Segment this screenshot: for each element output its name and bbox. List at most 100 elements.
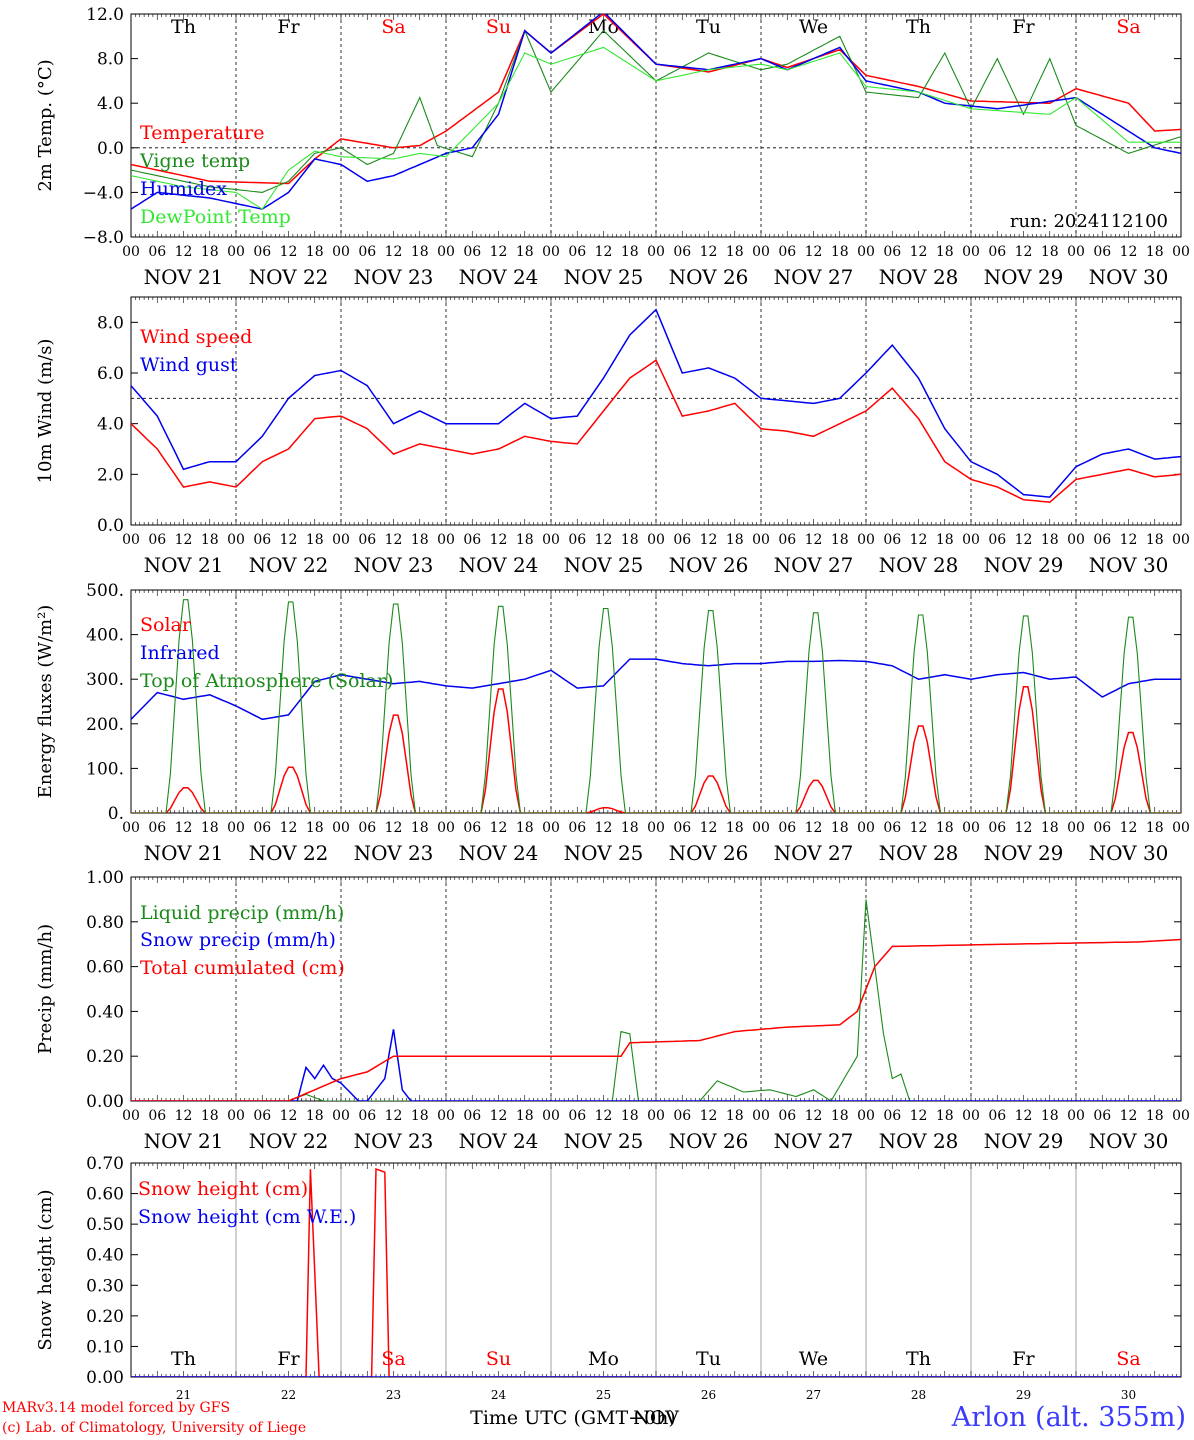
y-tick-label: 0.10 xyxy=(86,1337,124,1357)
y-tick-label: 0.70 xyxy=(86,1154,124,1174)
y-axis-title: Precip (mm/h) xyxy=(35,924,56,1054)
hour-tick-label: 18 xyxy=(201,820,219,836)
hour-tick-label: 12 xyxy=(175,532,193,548)
series-line-wind-speed xyxy=(131,359,1181,503)
hour-tick-label: 12 xyxy=(175,1108,193,1124)
hour-tick-label: 00 xyxy=(1067,1108,1085,1124)
legend-entry: Temperature xyxy=(140,122,264,144)
hour-tick-label: 18 xyxy=(306,244,324,260)
hour-tick-label: 06 xyxy=(148,1108,166,1124)
hour-tick-label: 18 xyxy=(1146,1108,1164,1124)
date-label: NOV 26 xyxy=(669,1129,749,1153)
hour-tick-label: 18 xyxy=(936,820,954,836)
y-tick-label: 0.60 xyxy=(86,1185,124,1205)
date-label: NOV 28 xyxy=(879,841,959,865)
hour-tick-label: 00 xyxy=(332,532,350,548)
hour-tick-label: 06 xyxy=(358,820,376,836)
hour-tick-label: 18 xyxy=(726,1108,744,1124)
hour-tick-label: 12 xyxy=(1015,244,1033,260)
day-number-label: 26 xyxy=(701,1388,716,1402)
hour-tick-label: 06 xyxy=(673,532,691,548)
hour-tick-label: 12 xyxy=(595,244,613,260)
hour-tick-label: 12 xyxy=(280,244,298,260)
legend-entry: Snow height (cm W.E.) xyxy=(138,1206,356,1228)
hour-tick-label: 00 xyxy=(227,1108,245,1124)
day-number-label: 27 xyxy=(806,1388,821,1402)
legend-entry: Vigne temp xyxy=(139,150,250,172)
hour-tick-label: 12 xyxy=(595,1108,613,1124)
legend-entry: Solar xyxy=(140,614,192,636)
hour-tick-label: 00 xyxy=(1172,244,1190,260)
hour-tick-label: 18 xyxy=(1041,820,1059,836)
hour-tick-label: 06 xyxy=(988,820,1006,836)
weekday-label: Tu xyxy=(696,1348,721,1370)
date-label: NOV 26 xyxy=(669,553,749,577)
hour-tick-label: 06 xyxy=(778,244,796,260)
hour-tick-label: 00 xyxy=(962,820,980,836)
hour-tick-label: 12 xyxy=(175,820,193,836)
hour-tick-label: 06 xyxy=(673,244,691,260)
hour-tick-label: 18 xyxy=(1146,244,1164,260)
date-label: NOV 29 xyxy=(984,265,1064,289)
date-label: NOV 24 xyxy=(459,841,539,865)
date-label: NOV 24 xyxy=(459,553,539,577)
hour-tick-label: 06 xyxy=(883,244,901,260)
station-name: Arlon (alt. 355m) xyxy=(951,1402,1186,1433)
legend-entry: Wind gust xyxy=(140,354,238,376)
weekday-label: Fr xyxy=(1012,16,1035,38)
hour-tick-label: 12 xyxy=(175,244,193,260)
hour-tick-label: 06 xyxy=(253,244,271,260)
legend-entry: Top of Atmosphere (Solar) xyxy=(140,670,393,692)
hour-tick-label: 12 xyxy=(595,820,613,836)
day-number-label: 22 xyxy=(281,1388,296,1402)
date-label: NOV 28 xyxy=(879,1129,959,1153)
y-tick-label: 0.40 xyxy=(86,1002,124,1022)
series-line-infrared xyxy=(131,658,1181,721)
panel-5: 0.70 0.60 0.50 0.40 0.30 0.20 0.10 0.00 Snow hei… xyxy=(35,1154,1182,1429)
y-tick-label: 300. xyxy=(86,670,124,690)
y-tick-label: 1.00 xyxy=(86,868,124,888)
date-label: NOV 24 xyxy=(459,265,539,289)
hour-tick-label: 18 xyxy=(1041,532,1059,548)
hour-tick-label: 12 xyxy=(1015,820,1033,836)
hour-tick-label: 00 xyxy=(227,820,245,836)
hour-tick-label: 18 xyxy=(1041,1108,1059,1124)
hour-tick-label: 12 xyxy=(1015,1108,1033,1124)
weekday-label: Sa xyxy=(1116,1348,1140,1370)
hour-tick-label: 06 xyxy=(883,820,901,836)
date-label: NOV 27 xyxy=(774,1129,854,1153)
date-label: NOV 25 xyxy=(564,553,644,577)
hour-tick-label: 00 xyxy=(857,820,875,836)
hour-tick-label: 00 xyxy=(647,820,665,836)
date-label: NOV 29 xyxy=(984,1129,1064,1153)
date-label: NOV 27 xyxy=(774,553,854,577)
y-tick-label: 2.0 xyxy=(97,465,124,485)
date-label: NOV 25 xyxy=(564,265,644,289)
y-tick-label: 200. xyxy=(86,715,124,735)
panel-3: 500. 400. 300. 200. 100. 0. Energy fluxes (W/m… xyxy=(35,581,1190,865)
series-group xyxy=(131,599,1181,813)
hour-tick-label: 18 xyxy=(936,244,954,260)
legend-entry: Wind speed xyxy=(140,326,252,348)
date-label: NOV 21 xyxy=(144,841,224,865)
hour-tick-label: 00 xyxy=(122,532,140,548)
series-line-dewpoint-temp xyxy=(131,46,1181,210)
hour-tick-label: 12 xyxy=(595,532,613,548)
day-number-label: 23 xyxy=(386,1388,401,1402)
legend-entry: Humidex xyxy=(140,178,227,200)
hour-tick-label: 12 xyxy=(490,532,508,548)
weekday-label: Mo xyxy=(588,16,619,38)
hour-tick-label: 12 xyxy=(490,1108,508,1124)
hour-tick-label: 00 xyxy=(437,820,455,836)
date-label: NOV 30 xyxy=(1089,841,1169,865)
hour-tick-label: 12 xyxy=(700,532,718,548)
y-tick-label: 6.0 xyxy=(97,364,124,384)
y-tick-label: 4.0 xyxy=(97,94,124,114)
hour-tick-label: 06 xyxy=(1093,244,1111,260)
hour-tick-label: 06 xyxy=(253,1108,271,1124)
hour-tick-label: 06 xyxy=(988,1108,1006,1124)
hour-tick-label: 12 xyxy=(385,244,403,260)
hour-tick-label: 06 xyxy=(463,244,481,260)
weekday-label: Fr xyxy=(277,1348,300,1370)
legend-entry: Liquid precip (mm/h) xyxy=(140,902,344,924)
